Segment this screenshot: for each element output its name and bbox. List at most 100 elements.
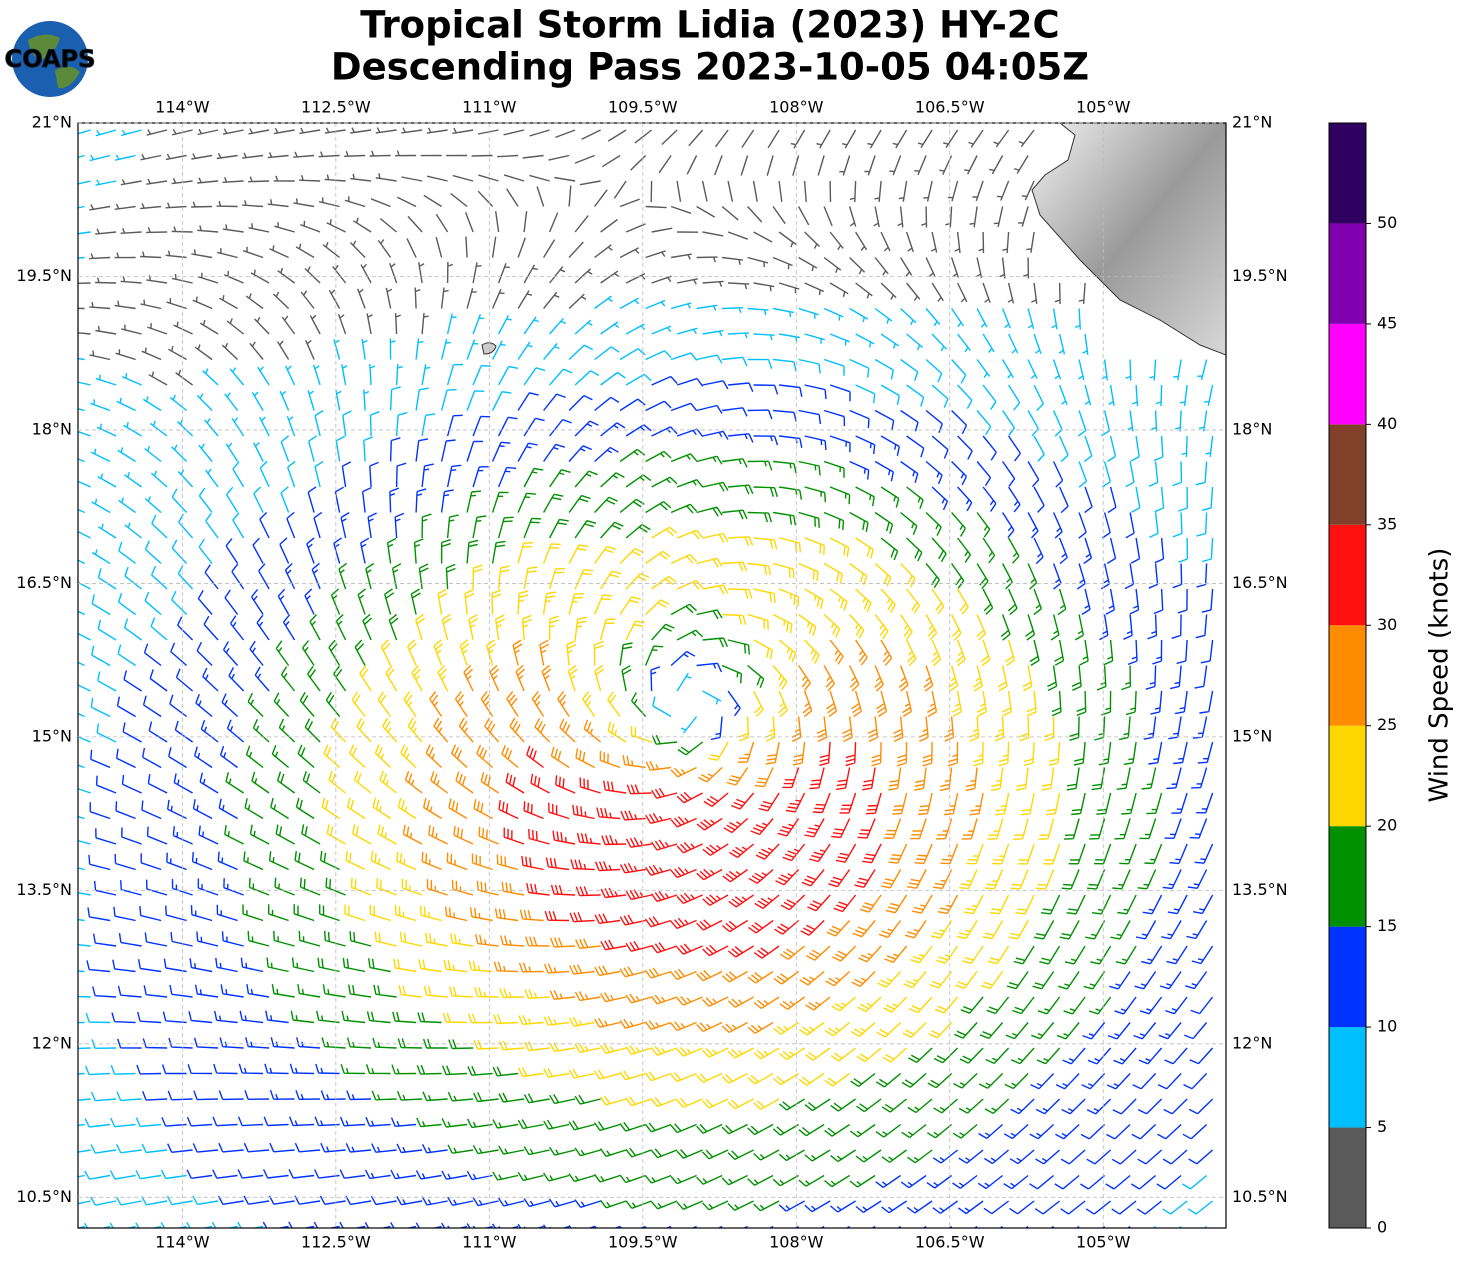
wind-barb [925,460,943,485]
wind-barb [542,493,564,513]
wind-barb [1069,716,1080,741]
wind-barb [150,617,168,641]
wind-barb [778,1149,805,1162]
wind-barb [1034,1200,1061,1215]
wind-barb [957,1200,984,1215]
wind-barb [607,129,627,142]
wind-barb [998,741,1010,767]
wind-barb [747,511,773,523]
wind-barb [114,203,136,210]
wind-barb [78,307,85,310]
wind-barb [1165,996,1188,1015]
wind-barb [1085,920,1106,940]
wind-barb [1201,486,1214,511]
colorbar-frame [1328,122,1367,1229]
wind-barb [727,690,741,717]
wind-barb [370,198,391,208]
wind-barb [199,319,219,335]
wind-barb [472,314,485,335]
wind-barb [224,589,239,615]
wind-barb [581,129,601,140]
wind-barb [1154,486,1165,513]
wind-barb [619,862,646,874]
wind-barb [607,691,621,717]
wind-barb [1041,894,1061,915]
wind-barb [326,824,346,845]
wind-barb [477,190,494,207]
wind-barb [601,835,627,846]
wind-barb [90,448,111,463]
wind-barb [372,1037,397,1049]
wind-barb [464,589,475,615]
wind-barb [676,1098,703,1108]
wind-barb [801,869,825,887]
wind-barb [421,463,434,488]
wind-barb [328,770,347,794]
wind-barb [1166,945,1188,965]
wind-barb [752,690,764,717]
wind-barb [135,1222,162,1228]
wind-barb [978,1123,1004,1140]
wind-barb [593,594,613,615]
wind-barb [472,364,491,386]
wind-barb [849,180,857,203]
wind-barb [1087,1047,1112,1065]
wind-barb [226,486,239,513]
wind-barb [1048,741,1061,766]
wind-barb [277,340,290,360]
colorbar-tick-label: 35 [1377,514,1397,533]
wind-barb [702,280,724,287]
wind-barb [722,509,748,520]
wind-barb [856,1047,882,1063]
wind-barb [933,1047,959,1064]
wind-barb [415,613,426,641]
wind-barb [523,517,542,539]
wind-barb [114,252,136,259]
wind-barb [676,278,698,285]
wind-barb [375,173,397,182]
wind-barb [374,931,397,947]
wind-barb [747,1123,774,1136]
wind-barb [798,358,821,374]
wind-barb [169,984,193,998]
wind-barb [135,1169,162,1180]
wind-barb [997,180,1010,201]
wind-barb [1033,920,1055,940]
wind-barb [1002,231,1010,254]
wind-barb [280,486,290,513]
wind-barb [702,430,729,440]
wind-barb [324,127,346,134]
wind-barb [721,205,739,221]
wind-barb [727,1098,754,1110]
wind-barb [531,690,545,717]
wind-barb [279,537,290,564]
wind-barb [252,719,270,743]
wind-barb [1001,359,1014,379]
wind-barb [842,716,853,743]
wind-barb [574,991,601,1002]
wind-barb [394,312,401,335]
wind-barb [855,639,868,666]
wind-barb [216,904,238,922]
wind-barb [92,933,117,947]
wind-barb [906,435,925,458]
wind-barb [753,588,776,604]
wind-barb [543,343,560,360]
wind-barb [1181,435,1188,458]
wind-barb [78,1098,91,1101]
wind-barb [503,827,525,845]
wind-barb [213,1063,238,1075]
wind-barb [259,460,270,488]
wind-barb [321,1037,346,1049]
wind-barb [1076,563,1086,590]
wind-barb [676,180,682,202]
wind-barb [582,691,596,717]
wind-barb [874,358,894,380]
wind-barb [1086,1149,1112,1165]
wind-barb [696,455,723,465]
wind-barb [270,1037,295,1049]
wind-barb [828,869,851,888]
wind-barb [880,282,897,300]
wind-barb [753,996,780,1009]
